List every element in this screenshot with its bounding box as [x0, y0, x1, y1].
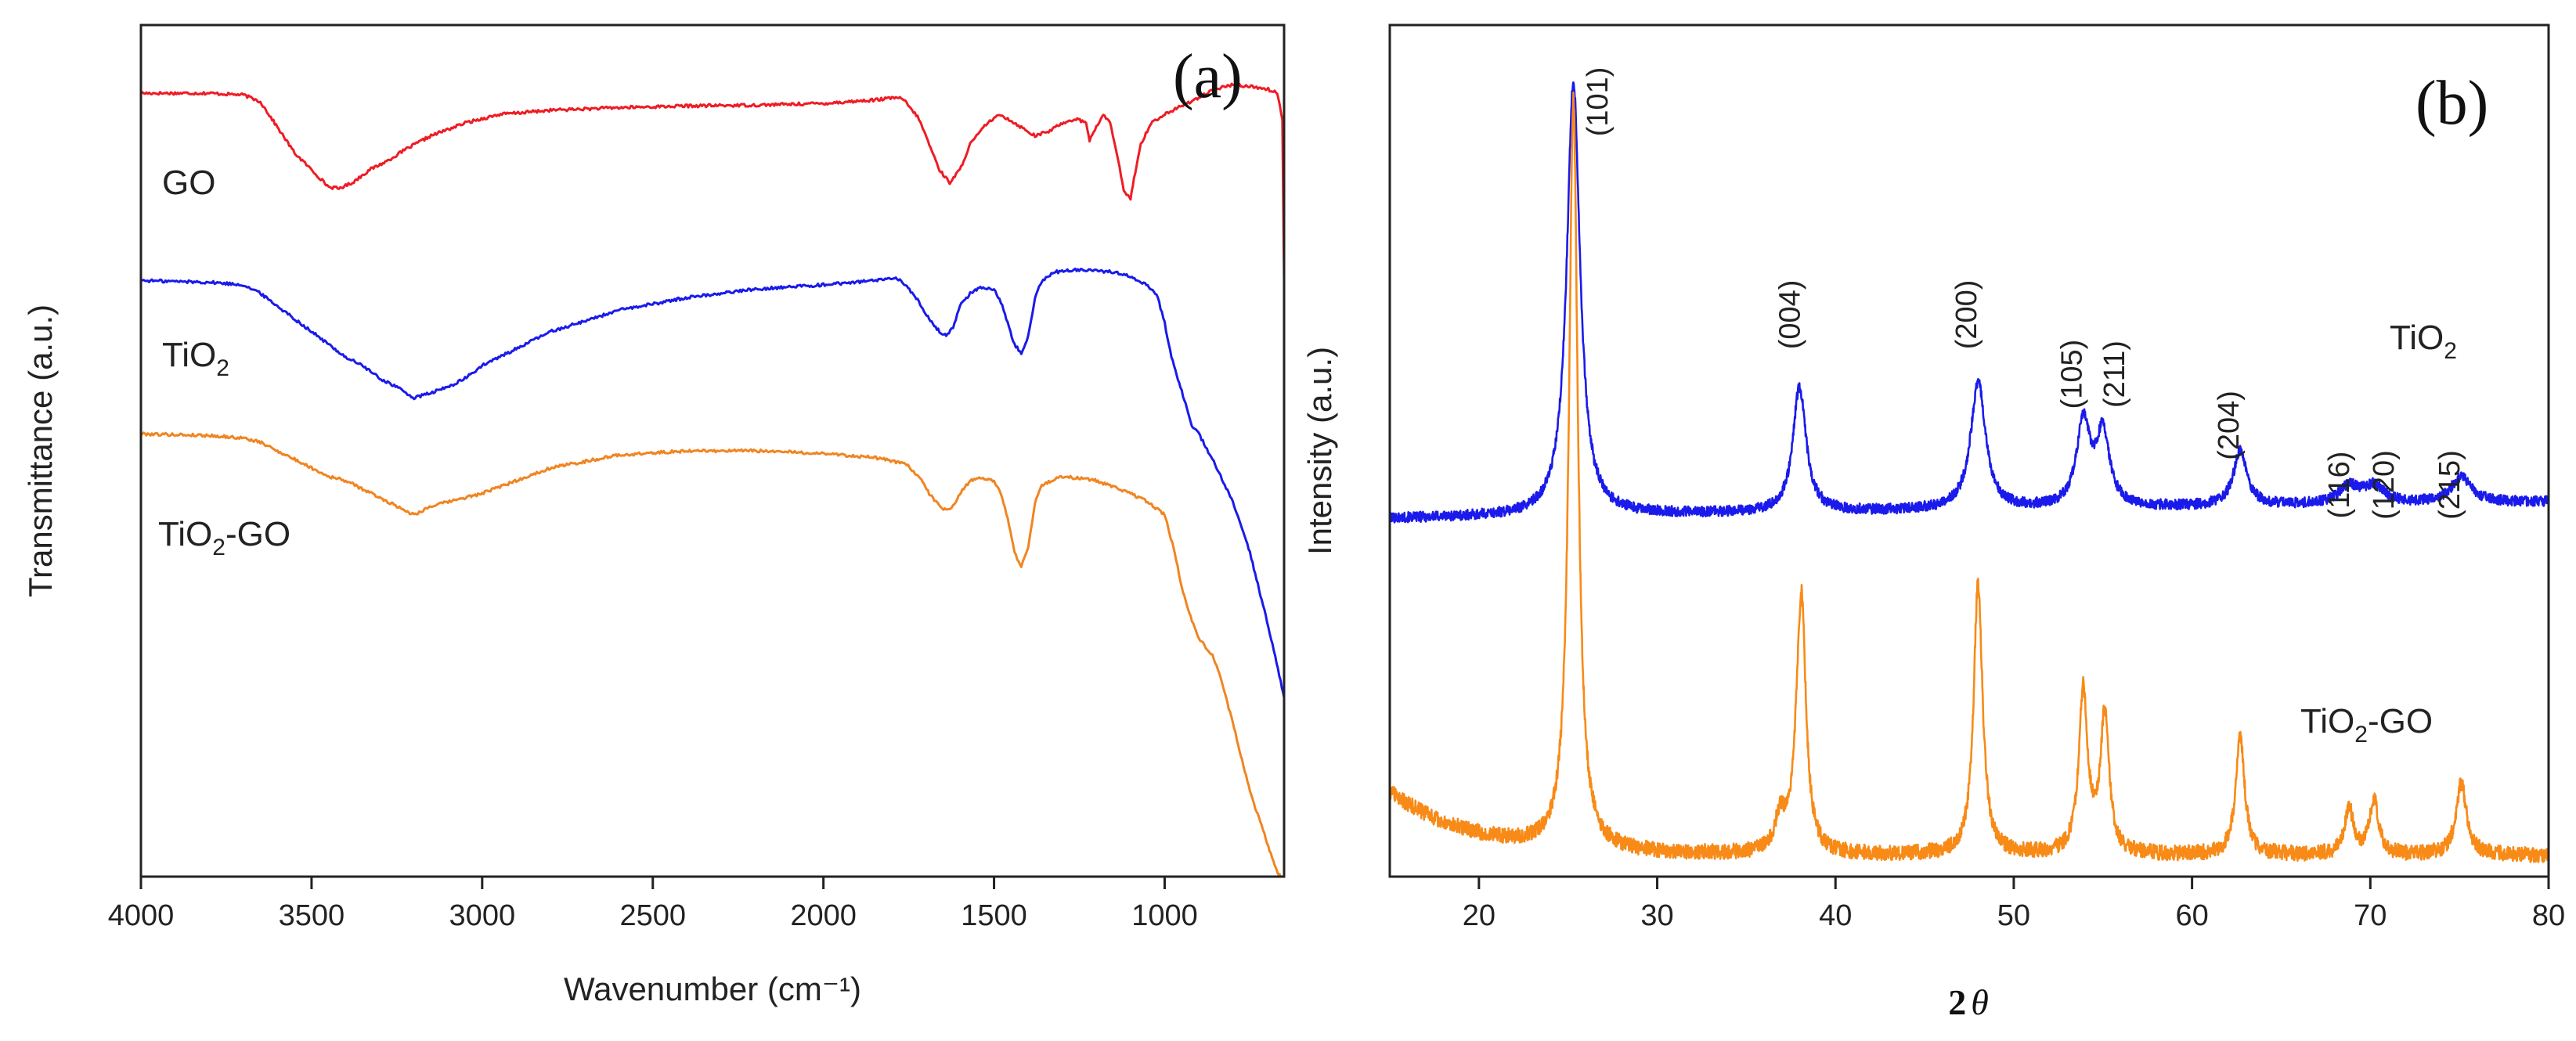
- xrd-x-tick-label: 50: [1997, 899, 2030, 932]
- xrd-peak-label: (101): [1582, 67, 1615, 137]
- xrd-peak-label: (004): [1774, 280, 1807, 350]
- ftir-x-tick-label: 2500: [619, 899, 686, 932]
- ftir-label-tio2: TiO2: [162, 336, 229, 381]
- xrd-series-layer: [1388, 81, 2550, 863]
- panel-letter-a: (a): [1173, 42, 1243, 111]
- ftir-x-tick-label: 1000: [1131, 899, 1198, 932]
- xrd-y-axis-title: Intensity (a.u.): [1301, 347, 1338, 555]
- ftir-x-tick-label: 2000: [790, 899, 857, 932]
- xrd-plot-frame: [1388, 23, 2550, 878]
- xrd-x-tick-label: 80: [2532, 899, 2565, 932]
- panel-letter-b: (b): [2415, 69, 2488, 138]
- ftir-x-tick-label: 3000: [449, 899, 516, 932]
- ftir-y-axis-title: Transmittance (a.u.): [22, 304, 59, 597]
- xrd-label-tio2: TiO2: [2390, 319, 2457, 364]
- ftir-line-tio2-go: [140, 431, 1282, 877]
- xrd-x-ticks: 20 30 40 50 60 70 80: [1463, 877, 2565, 932]
- ftir-plot-frame: [139, 23, 1286, 878]
- xrd-line-tio2: [1388, 81, 2550, 524]
- xrd-peak-label: (204): [2213, 391, 2246, 460]
- ftir-x-axis-title: Wavenumber (cm⁻¹): [564, 971, 861, 1007]
- xrd-peak-label: (105): [2055, 340, 2088, 409]
- xrd-peak-label: (120): [2368, 450, 2401, 520]
- xrd-panel: 20 30 40 50 60 70 80 (101) (004) (200) (105) (211)…: [1301, 23, 2565, 1022]
- ftir-panel: 4000 3500 3000 2500 2000 1500 1000 (a) GO TiO2…: [22, 23, 1286, 1007]
- xrd-x-tick-label: 40: [1819, 899, 1852, 932]
- ftir-line-tio2: [140, 267, 1286, 698]
- xrd-peak-label: (215): [2433, 450, 2466, 520]
- ftir-x-tick-label: 4000: [108, 899, 175, 932]
- ftir-x-tick-label: 3500: [279, 899, 345, 932]
- xrd-x-tick-label: 20: [1463, 899, 1495, 932]
- xrd-peak-label: (211): [2098, 340, 2131, 408]
- xrd-peak-label: (200): [1950, 280, 1983, 350]
- ftir-x-ticks: 4000 3500 3000 2500 2000 1500 1000: [108, 877, 1198, 932]
- xrd-x-tick-label: 60: [2175, 899, 2208, 932]
- ftir-line-go: [139, 82, 1286, 281]
- xrd-x-tick-label: 70: [2354, 899, 2387, 932]
- xrd-x-tick-label: 30: [1640, 899, 1673, 932]
- xrd-line-tio2-go: [1388, 92, 2550, 863]
- xrd-peak-labels: (101) (004) (200) (105) (211) (204) (116) (120)…: [1582, 67, 2466, 520]
- ftir-label-tio2-go: TiO2-GO: [158, 515, 290, 560]
- ftir-series-layer: [139, 82, 1286, 877]
- xrd-peak-label: (116): [2323, 452, 2356, 519]
- ftir-label-go: GO: [162, 164, 215, 202]
- xrd-label-tio2-go: TiO2-GO: [2300, 702, 2433, 747]
- ftir-x-tick-label: 1500: [961, 899, 1027, 932]
